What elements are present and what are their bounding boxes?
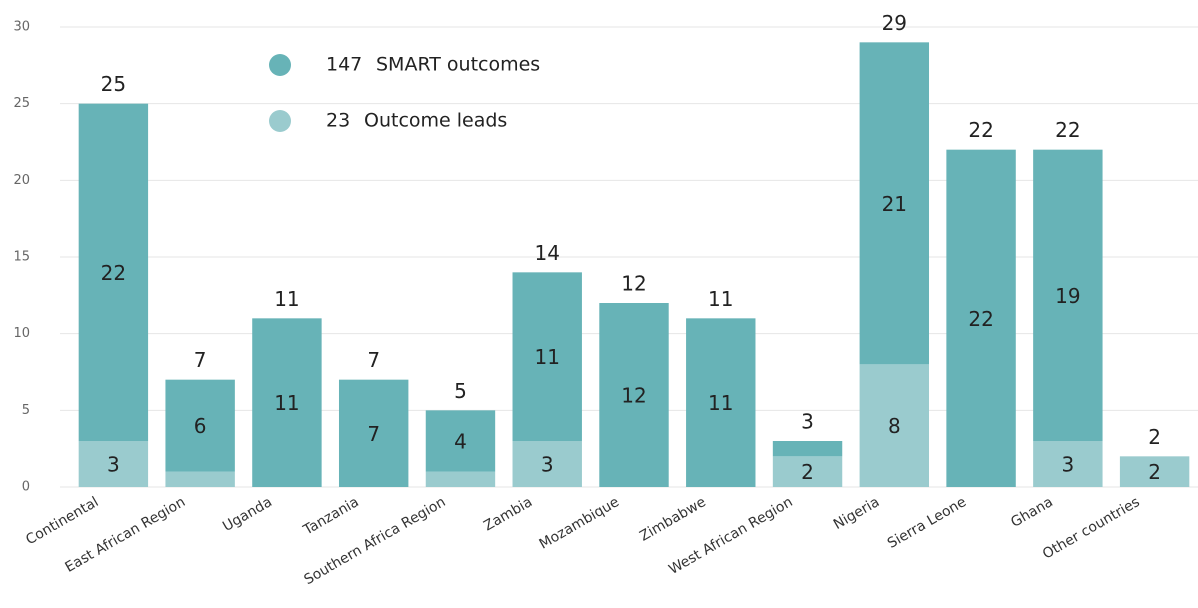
value-label: 3: [1061, 453, 1074, 477]
value-label: 7: [367, 422, 380, 446]
bar-segment: [686, 318, 756, 487]
total-label: 14: [535, 241, 560, 265]
value-label: 3: [107, 453, 120, 477]
value-label: 3: [541, 453, 554, 477]
y-tick-label: 30: [13, 20, 30, 35]
legend-label: SMART outcomes: [376, 54, 540, 76]
total-label: 11: [274, 287, 299, 311]
bar-segment: [512, 272, 582, 441]
bar-segment: [338, 379, 409, 487]
bar-segment: [165, 471, 235, 487]
y-tick-label: 10: [13, 326, 30, 341]
value-label: 19: [1055, 284, 1080, 308]
value-label: 4: [454, 430, 467, 454]
legend-marker: [269, 54, 291, 76]
total-label: 11: [708, 287, 733, 311]
total-label: 22: [1055, 118, 1080, 142]
value-label: 21: [882, 192, 907, 216]
y-tick-label: 20: [13, 173, 30, 188]
total-label: 7: [367, 348, 380, 372]
bar-segment: [772, 441, 843, 457]
legend-count: 147: [326, 54, 362, 76]
legend-label: Outcome leads: [364, 110, 507, 132]
bar-segment: [1033, 149, 1103, 441]
value-label: 11: [535, 345, 560, 369]
bar-segment: [425, 410, 496, 472]
x-tick-label: Uganda: [220, 494, 275, 535]
legend-count: 23: [326, 110, 350, 132]
x-tick-label: Zimbabwe: [637, 494, 709, 545]
total-label: 29: [882, 11, 907, 35]
bar-segment: [252, 318, 322, 487]
value-label: 12: [621, 384, 646, 408]
y-tick-label: 25: [13, 96, 30, 111]
value-label: 11: [274, 391, 299, 415]
x-tick-label: Tanzania: [300, 494, 362, 539]
x-tick-label: Sierra Leone: [885, 494, 969, 552]
total-label: 7: [194, 348, 207, 372]
legend-marker: [269, 110, 291, 132]
bar-segment: [425, 471, 496, 487]
total-label: 12: [621, 272, 646, 296]
x-tick-label: Continental: [23, 494, 101, 548]
bar-segment: [946, 149, 1016, 487]
x-tick-label: Mozambique: [537, 494, 622, 553]
bar-segment: [599, 303, 669, 487]
bar-segment: [859, 42, 930, 365]
bar-segment: [1033, 441, 1103, 487]
x-tick-label: Ghana: [1008, 494, 1056, 531]
value-label: 2: [801, 460, 814, 484]
bar-segment: [772, 456, 843, 487]
value-label: 6: [194, 414, 207, 438]
y-tick-label: 0: [22, 480, 30, 495]
y-tick-label: 5: [22, 403, 30, 418]
value-label: 8: [888, 414, 901, 438]
value-label: 22: [968, 307, 993, 331]
total-label: 3: [801, 410, 814, 434]
total-label: 5: [454, 379, 467, 403]
value-label: 22: [101, 261, 126, 285]
bar-segment: [512, 441, 582, 487]
bar-segment: [78, 441, 149, 487]
x-tick-label: Other countries: [1040, 494, 1143, 562]
x-tick-label: Southern Africa Region: [302, 494, 449, 588]
bar-segment: [78, 103, 149, 442]
total-label: 2: [1148, 425, 1161, 449]
x-tick-label: Nigeria: [831, 494, 882, 533]
bar-segment: [1119, 456, 1190, 487]
total-label: 25: [101, 72, 126, 96]
y-tick-label: 15: [13, 250, 30, 265]
x-tick-label: Zambia: [481, 494, 535, 534]
value-label: 11: [708, 391, 733, 415]
bar-segment: [859, 364, 930, 487]
bar-segment: [165, 379, 235, 472]
value-label: 2: [1148, 460, 1161, 484]
total-label: 22: [968, 118, 993, 142]
